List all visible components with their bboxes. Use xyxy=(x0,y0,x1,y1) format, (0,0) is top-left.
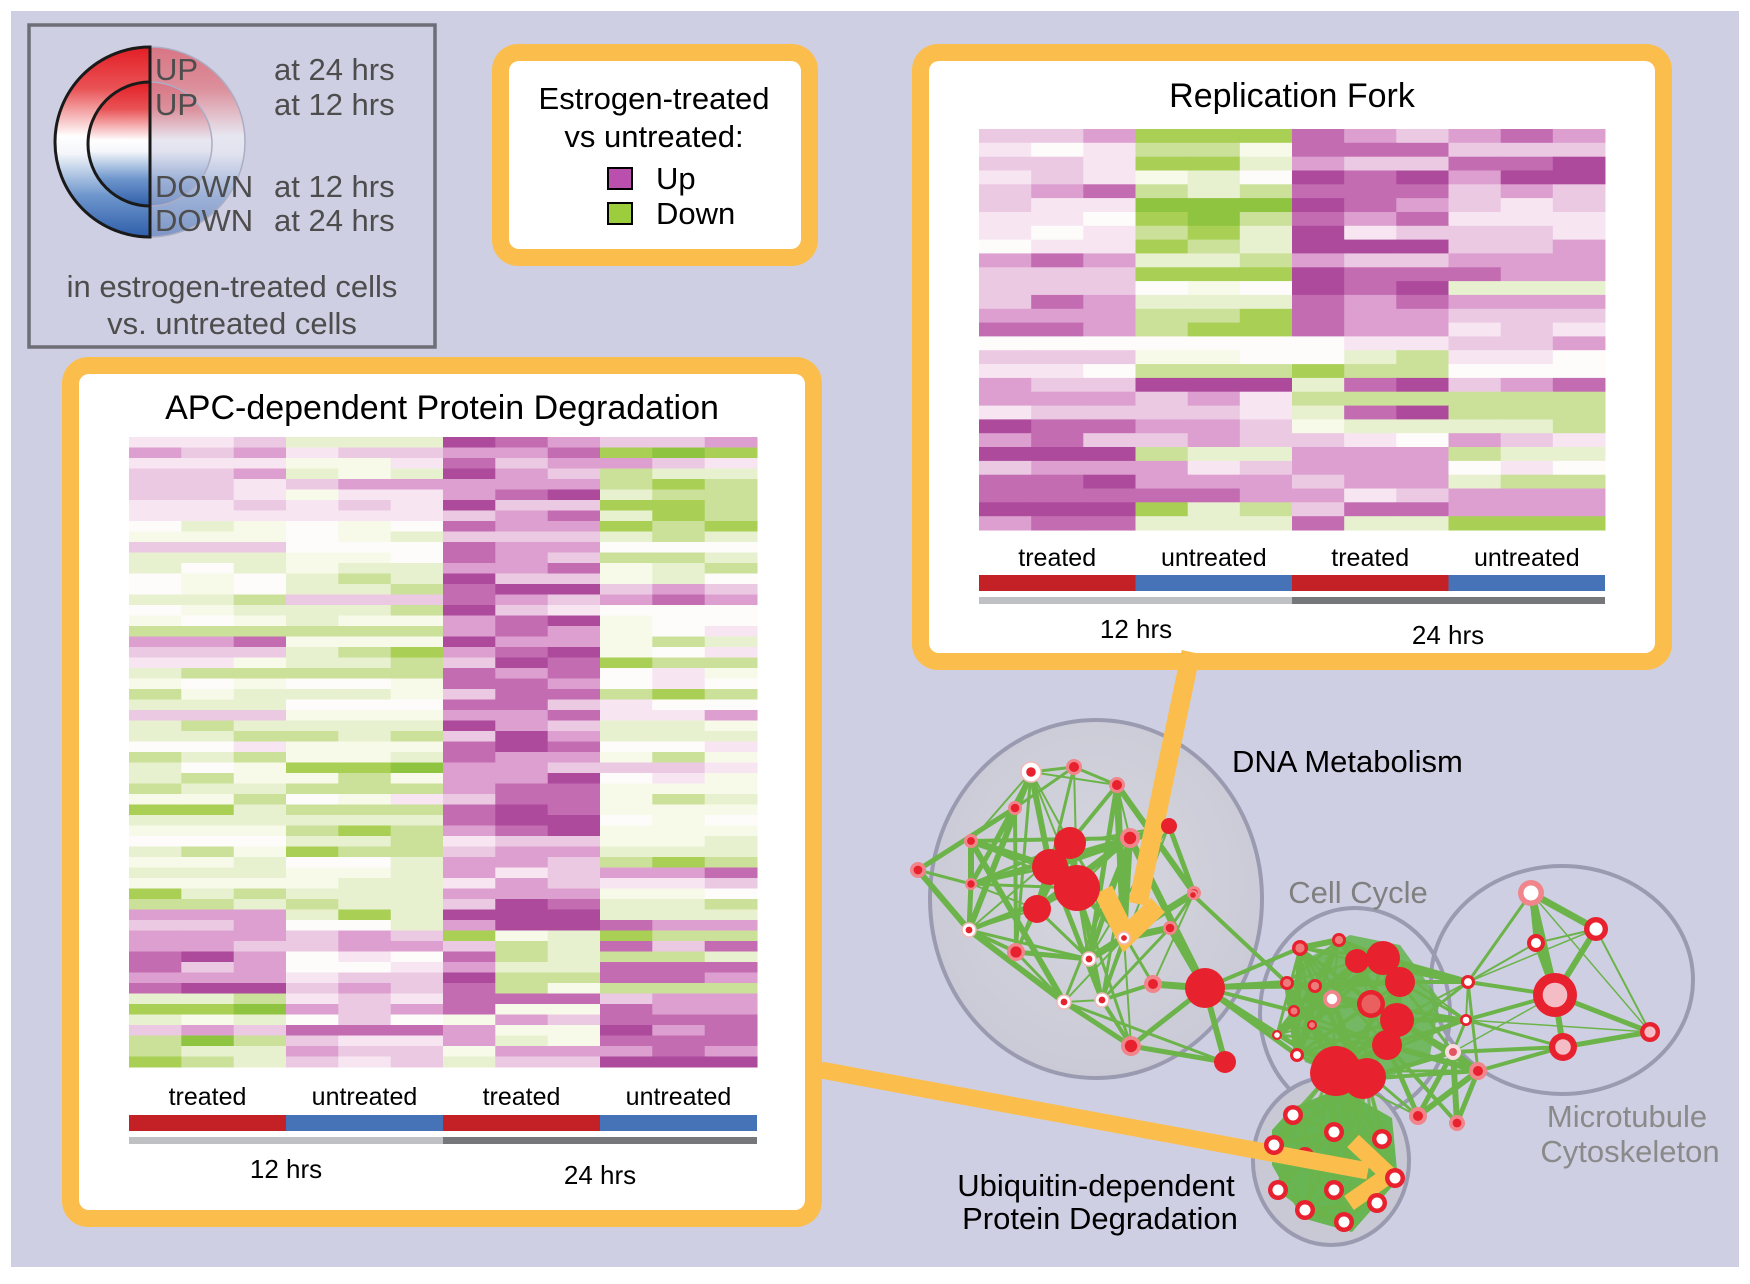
svg-text:UP: UP xyxy=(155,52,198,87)
svg-text:24 hrs: 24 hrs xyxy=(1412,620,1484,650)
svg-text:Replication Fork: Replication Fork xyxy=(1169,77,1416,115)
svg-text:untreated: untreated xyxy=(1474,544,1580,572)
svg-text:12 hrs: 12 hrs xyxy=(1100,614,1172,644)
svg-text:24 hrs: 24 hrs xyxy=(564,1160,636,1190)
svg-text:in estrogen-treated cells: in estrogen-treated cells xyxy=(67,269,398,304)
svg-text:at 12 hrs: at 12 hrs xyxy=(274,169,395,204)
svg-text:treated: treated xyxy=(1018,544,1096,572)
svg-text:DNA Metabolism: DNA Metabolism xyxy=(1232,744,1463,779)
svg-text:Down: Down xyxy=(656,196,735,231)
svg-text:Microtubule: Microtubule xyxy=(1547,1099,1707,1134)
svg-text:Ubiquitin-dependent: Ubiquitin-dependent xyxy=(957,1168,1235,1203)
svg-text:vs untreated:: vs untreated: xyxy=(564,119,743,154)
svg-text:untreated: untreated xyxy=(626,1083,732,1111)
svg-text:12 hrs: 12 hrs xyxy=(250,1154,322,1184)
svg-text:Estrogen-treated: Estrogen-treated xyxy=(539,81,770,116)
svg-text:Up: Up xyxy=(656,161,696,196)
svg-text:DOWN: DOWN xyxy=(155,169,253,204)
svg-text:Protein Degradation: Protein Degradation xyxy=(962,1201,1238,1236)
svg-text:vs. untreated cells: vs. untreated cells xyxy=(107,306,357,341)
svg-text:at 12 hrs: at 12 hrs xyxy=(274,87,395,122)
svg-text:untreated: untreated xyxy=(1161,544,1267,572)
svg-text:treated: treated xyxy=(169,1083,247,1111)
svg-text:at 24 hrs: at 24 hrs xyxy=(274,203,395,238)
svg-text:Cytoskeleton: Cytoskeleton xyxy=(1540,1134,1719,1169)
svg-text:treated: treated xyxy=(1331,544,1409,572)
svg-text:treated: treated xyxy=(483,1083,561,1111)
svg-text:at 24 hrs: at 24 hrs xyxy=(274,52,395,87)
svg-text:APC-dependent Protein Degradat: APC-dependent Protein Degradation xyxy=(165,389,719,427)
svg-text:DOWN: DOWN xyxy=(155,203,253,238)
svg-text:Cell Cycle: Cell Cycle xyxy=(1288,875,1428,910)
svg-text:untreated: untreated xyxy=(312,1083,418,1111)
svg-text:UP: UP xyxy=(155,87,198,122)
